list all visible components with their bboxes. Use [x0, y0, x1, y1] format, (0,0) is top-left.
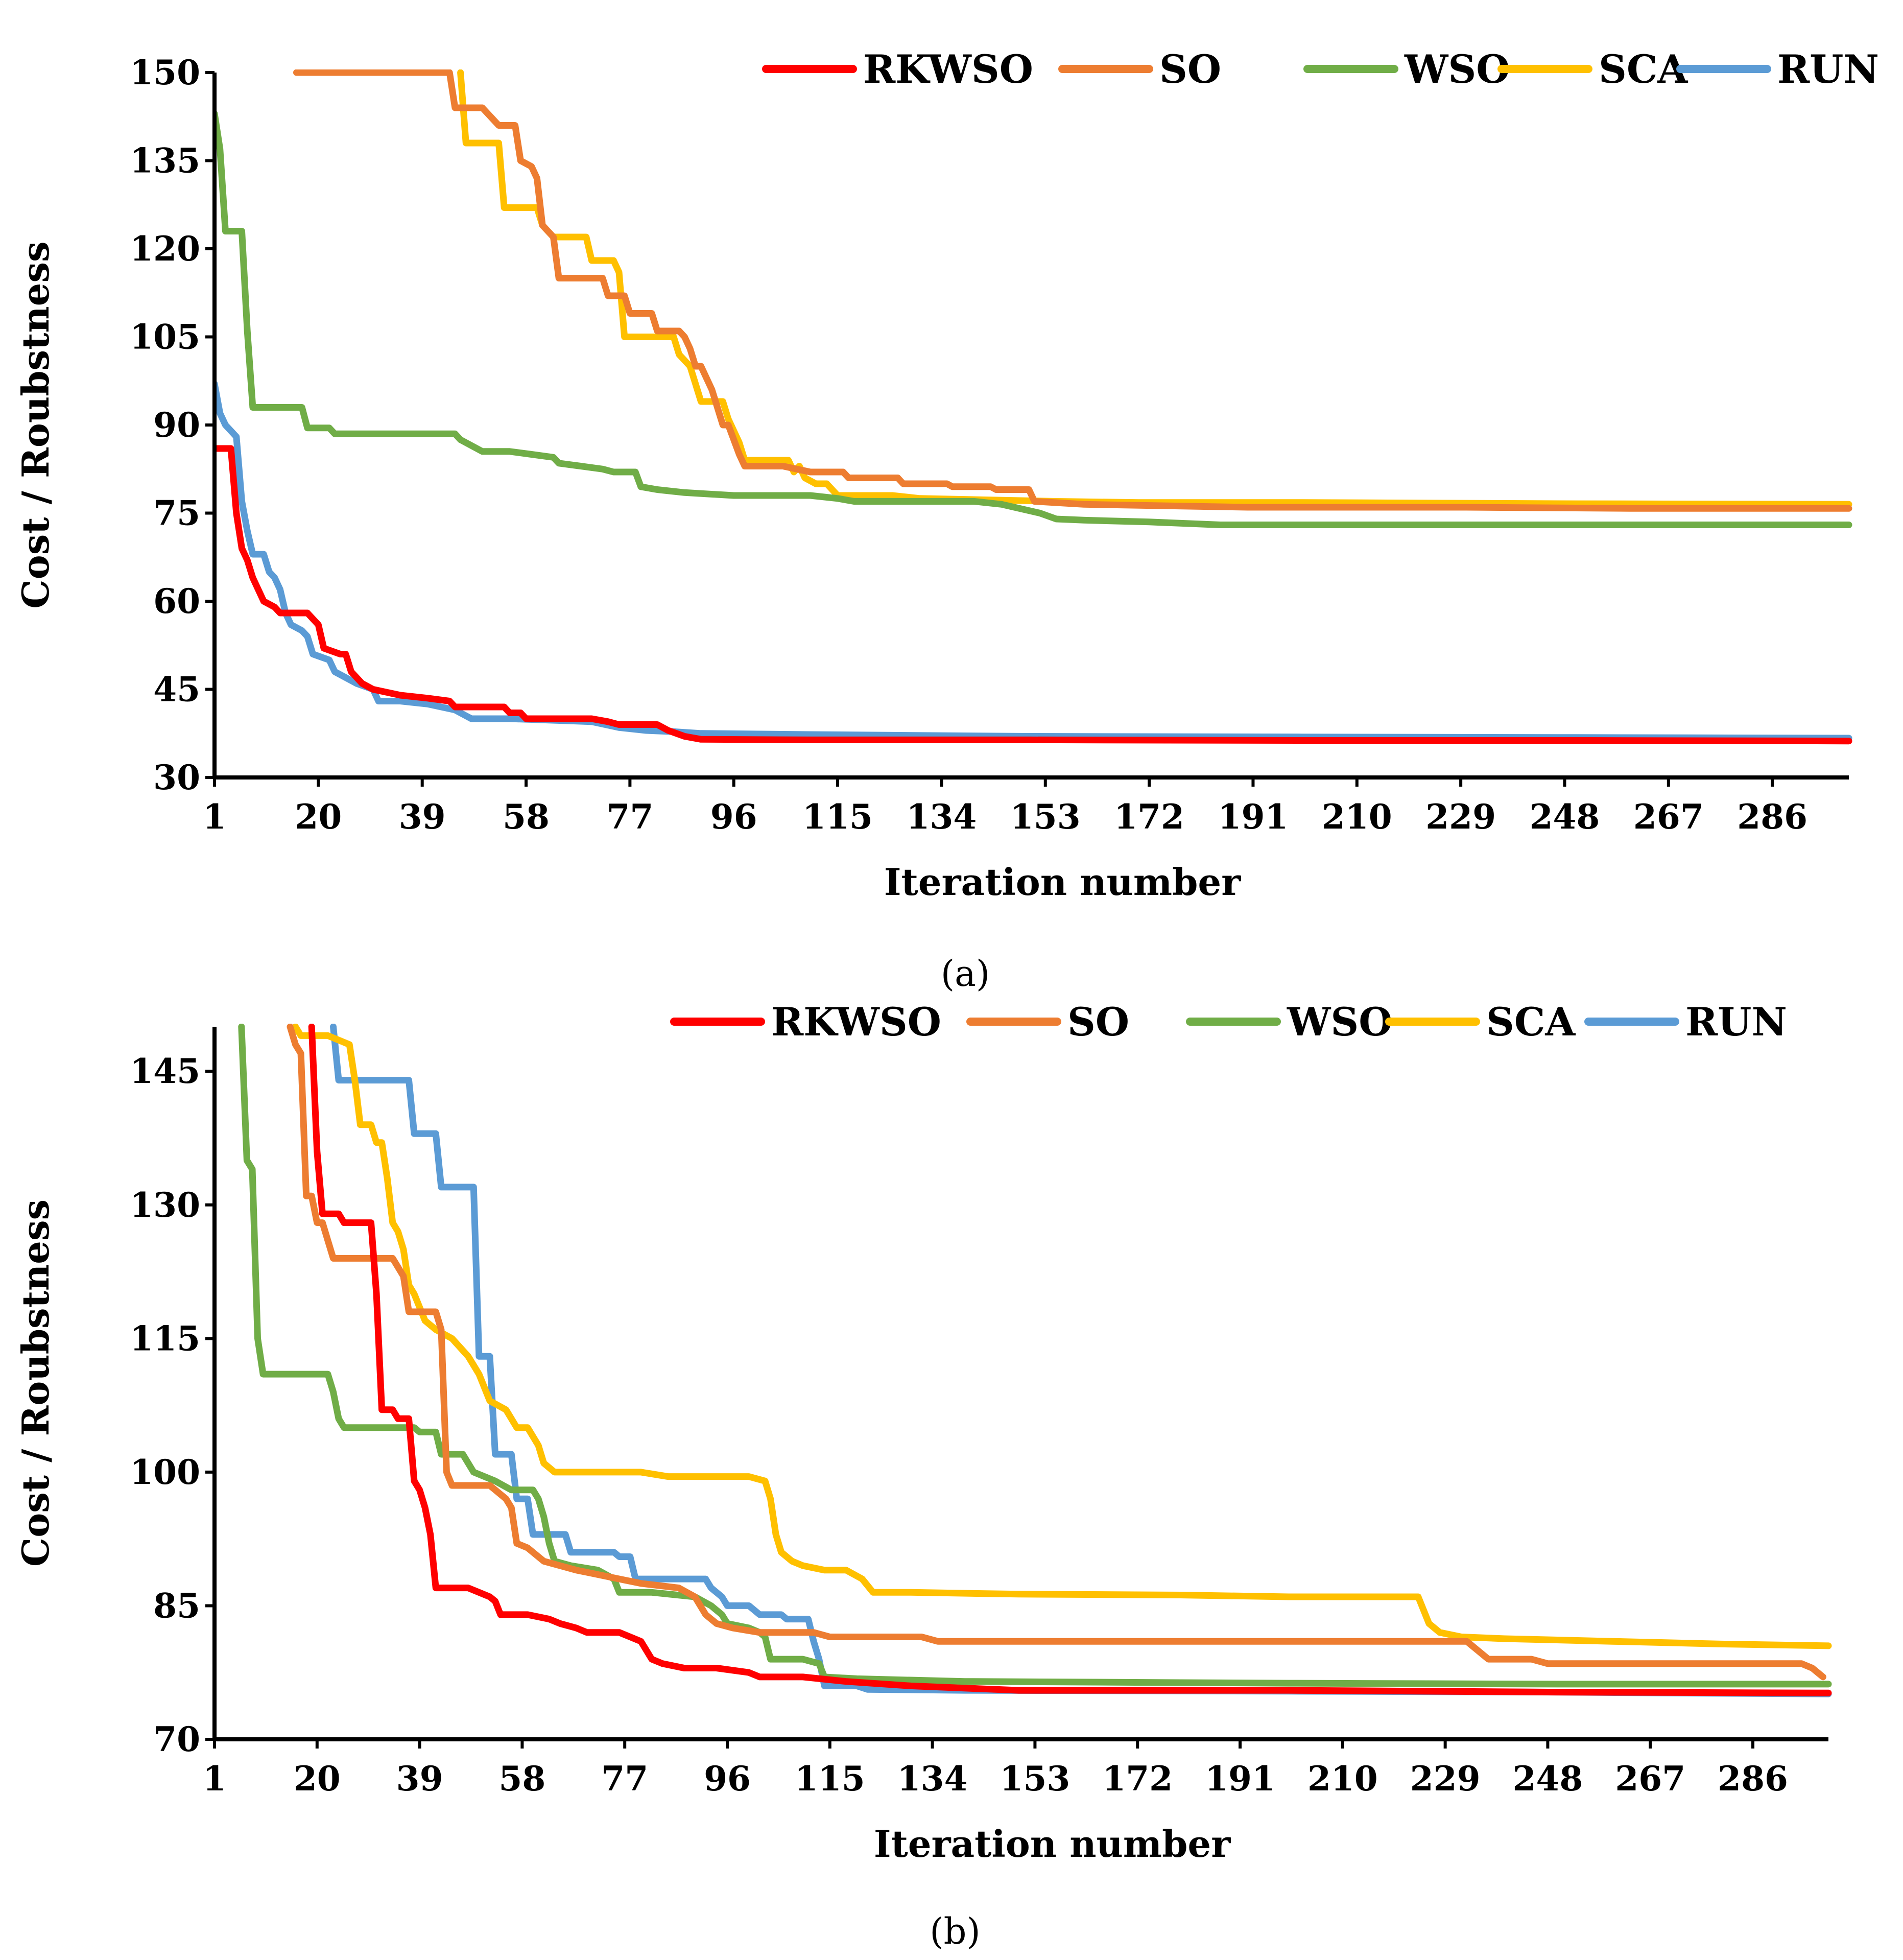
legend: RKWSO SO WSO SCA RUN — [670, 999, 1787, 1045]
x-tick-label: 39 — [399, 797, 446, 837]
x-tick-label: 1 — [203, 797, 226, 837]
x-tick-label: 191 — [1218, 797, 1289, 837]
x-tick-label: 172 — [1102, 1759, 1173, 1799]
series-line-rkwso — [215, 445, 1852, 745]
y-tick-label: 70 — [153, 1719, 200, 1759]
x-tick-label: 115 — [795, 1759, 865, 1799]
x-tick-label: 77 — [606, 797, 653, 837]
x-tick-label: 286 — [1718, 1759, 1788, 1799]
legend-label-run: RUN — [1777, 46, 1879, 92]
x-tick-label: 248 — [1530, 797, 1600, 837]
x-axis-title: Iteration number — [884, 860, 1241, 904]
x-tick-label: 39 — [396, 1759, 443, 1799]
x-tick-label: 267 — [1615, 1759, 1685, 1799]
legend-label-rkwso: RKWSO — [863, 46, 1033, 92]
series-group-a — [215, 69, 1852, 745]
legend-label-so: SO — [1159, 46, 1221, 92]
y-tick-label: 60 — [153, 581, 200, 621]
series-line-wso — [238, 1024, 1832, 1688]
y-tick-label: 130 — [130, 1185, 200, 1225]
y-axis-title: Cost / Roubstness — [14, 241, 57, 608]
y-tick-label: 105 — [130, 317, 200, 357]
x-tick-label: 153 — [1000, 1759, 1071, 1799]
y-tick-label: 85 — [153, 1586, 200, 1625]
y-tick-label: 90 — [153, 405, 200, 445]
series-line-so — [287, 1024, 1826, 1681]
legend-label-sca: SCA — [1599, 46, 1688, 92]
series-group-b — [238, 1024, 1832, 1697]
x-tick-label: 210 — [1322, 797, 1392, 837]
x-tick-label: 210 — [1307, 1759, 1378, 1799]
series-line-sca — [292, 1024, 1832, 1649]
y-tick-label: 100 — [130, 1452, 200, 1492]
x-tick-label: 115 — [802, 797, 873, 837]
series-line-wso — [215, 110, 1852, 528]
x-tick-label: 134 — [907, 797, 977, 837]
y-tick-label: 120 — [130, 229, 200, 269]
legend-label-rkwso: RKWSO — [771, 999, 941, 1045]
y-tick-label: 75 — [153, 493, 200, 533]
panel-caption: (a) — [941, 953, 990, 995]
legend-label-wso: WSO — [1287, 999, 1392, 1045]
chart-panel-b: 70 85 100 115 130 145 1 20 39 58 77 96 115 134 153 172 1… — [14, 999, 1832, 1952]
legend-label-so: SO — [1067, 999, 1129, 1045]
y-axis-title: Cost / Roubstness — [14, 1199, 57, 1567]
y-tick-label: 115 — [130, 1318, 200, 1358]
x-tick-label: 96 — [710, 797, 757, 837]
y-tick-label: 30 — [153, 758, 200, 797]
legend-label-wso: WSO — [1404, 46, 1510, 92]
x-tick-label: 191 — [1205, 1759, 1275, 1799]
x-tick-label: 134 — [897, 1759, 968, 1799]
y-tick-label: 145 — [130, 1051, 200, 1091]
x-tick-label: 229 — [1425, 797, 1496, 837]
x-tick-label: 20 — [295, 797, 342, 837]
x-tick-label: 229 — [1410, 1759, 1481, 1799]
y-tick-label: 45 — [153, 670, 200, 710]
x-tick-label: 248 — [1513, 1759, 1583, 1799]
legend-label-sca: SCA — [1486, 999, 1576, 1045]
x-tick-label: 286 — [1737, 797, 1807, 837]
x-tick-label: 58 — [498, 1759, 545, 1799]
x-tick-label: 267 — [1633, 797, 1704, 837]
x-tick-label: 153 — [1010, 797, 1081, 837]
x-axis-title: Iteration number — [874, 1822, 1231, 1865]
x-tick-label: 1 — [203, 1759, 226, 1799]
x-tick-label: 172 — [1114, 797, 1184, 837]
x-tick-label: 20 — [294, 1759, 341, 1799]
series-line-so — [293, 69, 1852, 512]
y-tick-label: 150 — [130, 53, 200, 92]
panel-caption: (b) — [930, 1910, 980, 1952]
x-tick-label: 96 — [704, 1759, 751, 1799]
series-line-rkwso — [308, 1024, 1832, 1696]
x-tick-label: 58 — [503, 797, 550, 837]
legend-label-run: RUN — [1685, 999, 1787, 1045]
series-line-sca — [457, 69, 1852, 508]
y-tick-label: 135 — [130, 141, 200, 181]
x-tick-label: 77 — [601, 1759, 648, 1799]
legend: RKWSO SO WSO SCA RUN — [762, 46, 1879, 92]
